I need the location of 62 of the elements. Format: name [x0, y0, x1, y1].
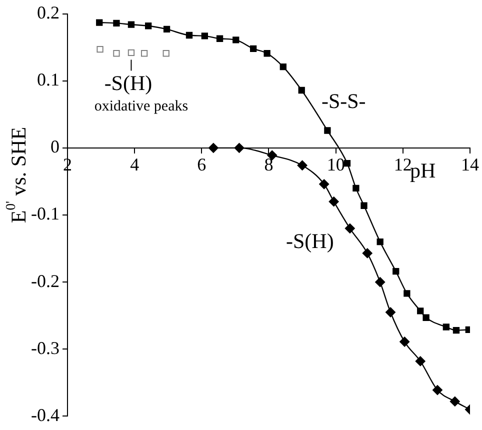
point [319, 179, 330, 190]
point [201, 32, 208, 40]
point [162, 50, 170, 57]
point [163, 26, 170, 33]
point [362, 248, 372, 258]
point [352, 184, 360, 192]
point [324, 127, 331, 134]
series-label: -S(H) [286, 228, 334, 253]
annotation: -S(H) [104, 71, 152, 96]
y-tick-label: -0.3 [30, 338, 60, 358]
point [267, 150, 278, 160]
point [404, 290, 410, 297]
point [376, 238, 384, 246]
point [128, 49, 135, 56]
y-tick-label: 0 [50, 136, 60, 157]
point [145, 22, 152, 30]
point [442, 324, 450, 330]
y-tick-label: 0.1 [36, 70, 60, 90]
point [452, 327, 460, 334]
point [128, 21, 135, 28]
x-tick-label: 10 [326, 154, 345, 174]
point [360, 202, 368, 209]
point [234, 142, 244, 153]
point [344, 223, 355, 234]
point [392, 268, 400, 275]
point [432, 385, 442, 396]
x-axis-title: pH [410, 158, 436, 182]
point [422, 314, 430, 321]
point [328, 196, 339, 207]
annotation: oxidative peaks [94, 98, 188, 115]
point [186, 32, 193, 39]
x-tick-label: 12 [394, 154, 412, 174]
point [400, 336, 410, 347]
series-label: -S-S- [321, 88, 366, 113]
point [264, 50, 270, 57]
point [140, 50, 148, 57]
point [415, 356, 426, 366]
x-tick-label: 14 [461, 154, 479, 174]
point [216, 35, 224, 42]
point [250, 45, 257, 52]
point [417, 308, 424, 314]
point [113, 50, 120, 57]
point [208, 142, 218, 153]
point [113, 20, 120, 27]
x-tick-label: 8 [264, 154, 274, 174]
point [297, 160, 308, 170]
point [344, 160, 351, 167]
point [386, 307, 396, 318]
y-tick-label: -0.4 [30, 404, 60, 425]
point [375, 277, 386, 288]
point [280, 63, 286, 70]
y-axis-title: E0' vs. SHE [3, 126, 31, 224]
point [232, 36, 240, 44]
point [96, 46, 104, 53]
y-tick-label: -0.2 [30, 270, 60, 291]
y-tick-label: 0.2 [36, 2, 60, 23]
point [450, 396, 460, 406]
x-tick-label: 6 [197, 154, 206, 174]
y-tick-label: -0.1 [30, 204, 60, 224]
x-tick-label: 4 [130, 154, 140, 174]
point [96, 19, 103, 26]
point [298, 86, 305, 94]
